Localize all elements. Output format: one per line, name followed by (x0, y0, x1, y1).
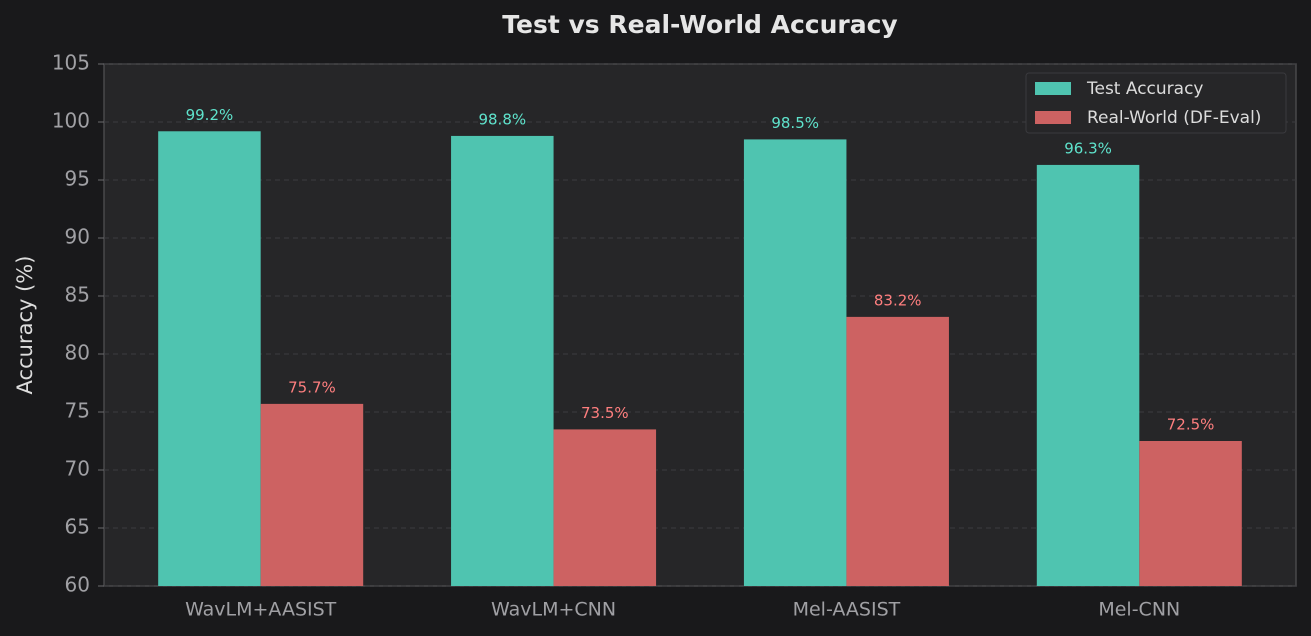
x-tick-label: WavLM+CNN (491, 599, 616, 621)
y-tick-label: 85 (65, 283, 90, 307)
bars: WavLM+AASIST 99.2% 75.7% WavLM+CNN 98.8% 73.5… (158, 106, 1242, 621)
bar (1036, 164, 1140, 587)
value-label: 98.8% (478, 110, 526, 128)
bar (260, 403, 364, 586)
bar (158, 131, 261, 586)
value-label: 83.2% (874, 291, 922, 309)
legend-label: Real-World (DF-Eval) (1087, 108, 1261, 128)
chart-title: Test vs Real-World Accuracy (502, 10, 897, 39)
y-tick-label: 75 (65, 399, 90, 423)
value-label: 99.2% (186, 106, 234, 124)
value-label: 72.5% (1167, 416, 1215, 434)
legend: Test Accuracy Real-World (DF-Eval) (1025, 72, 1287, 134)
y-tick-label: 95 (65, 167, 90, 191)
y-tick-label: 80 (65, 341, 90, 365)
legend-label: Test Accuracy (1086, 79, 1204, 99)
legend-swatch (1035, 111, 1071, 124)
y-axis-label: Accuracy (%) (13, 256, 37, 395)
y-tick-label: 105 (52, 51, 90, 75)
value-label: 73.5% (581, 404, 629, 422)
bar (743, 139, 847, 586)
y-tick-label: 90 (65, 225, 90, 249)
x-tick-label: Mel-AASIST (793, 599, 901, 621)
bar (553, 429, 657, 586)
y-tick-label: 65 (65, 515, 90, 539)
bar (451, 135, 554, 587)
bar (1139, 441, 1242, 586)
y-tick-label: 70 (65, 457, 90, 481)
x-tick-label: WavLM+AASIST (185, 599, 337, 621)
bar (846, 316, 949, 586)
y-tick-label: 100 (52, 109, 90, 133)
value-label: 75.7% (288, 378, 336, 396)
x-tick-label: Mel-CNN (1098, 599, 1180, 621)
value-label: 96.3% (1064, 139, 1112, 157)
value-label: 98.5% (771, 114, 819, 132)
legend-box (1025, 72, 1287, 134)
y-tick-label: 60 (65, 573, 90, 597)
legend-swatch (1035, 82, 1071, 95)
